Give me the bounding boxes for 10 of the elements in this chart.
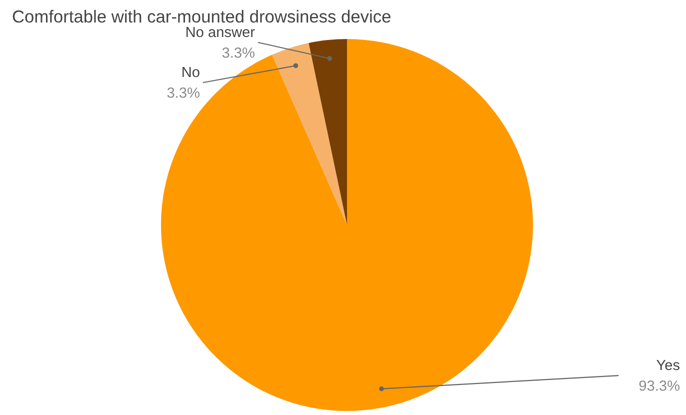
- pie-slice: [161, 39, 533, 411]
- slice-label: No: [182, 66, 200, 78]
- data-label: 93.3%: [639, 380, 680, 391]
- slice-label: Yes: [656, 360, 680, 370]
- data-label: 3.3%: [222, 47, 254, 58]
- slice-label: No answer: [186, 26, 255, 38]
- data-label: 3.3%: [167, 87, 200, 98]
- chart-title: Comfortable with car-mounted drowsiness device: [12, 10, 390, 23]
- pie-slice: [272, 42, 347, 225]
- pie-slice: [308, 39, 347, 225]
